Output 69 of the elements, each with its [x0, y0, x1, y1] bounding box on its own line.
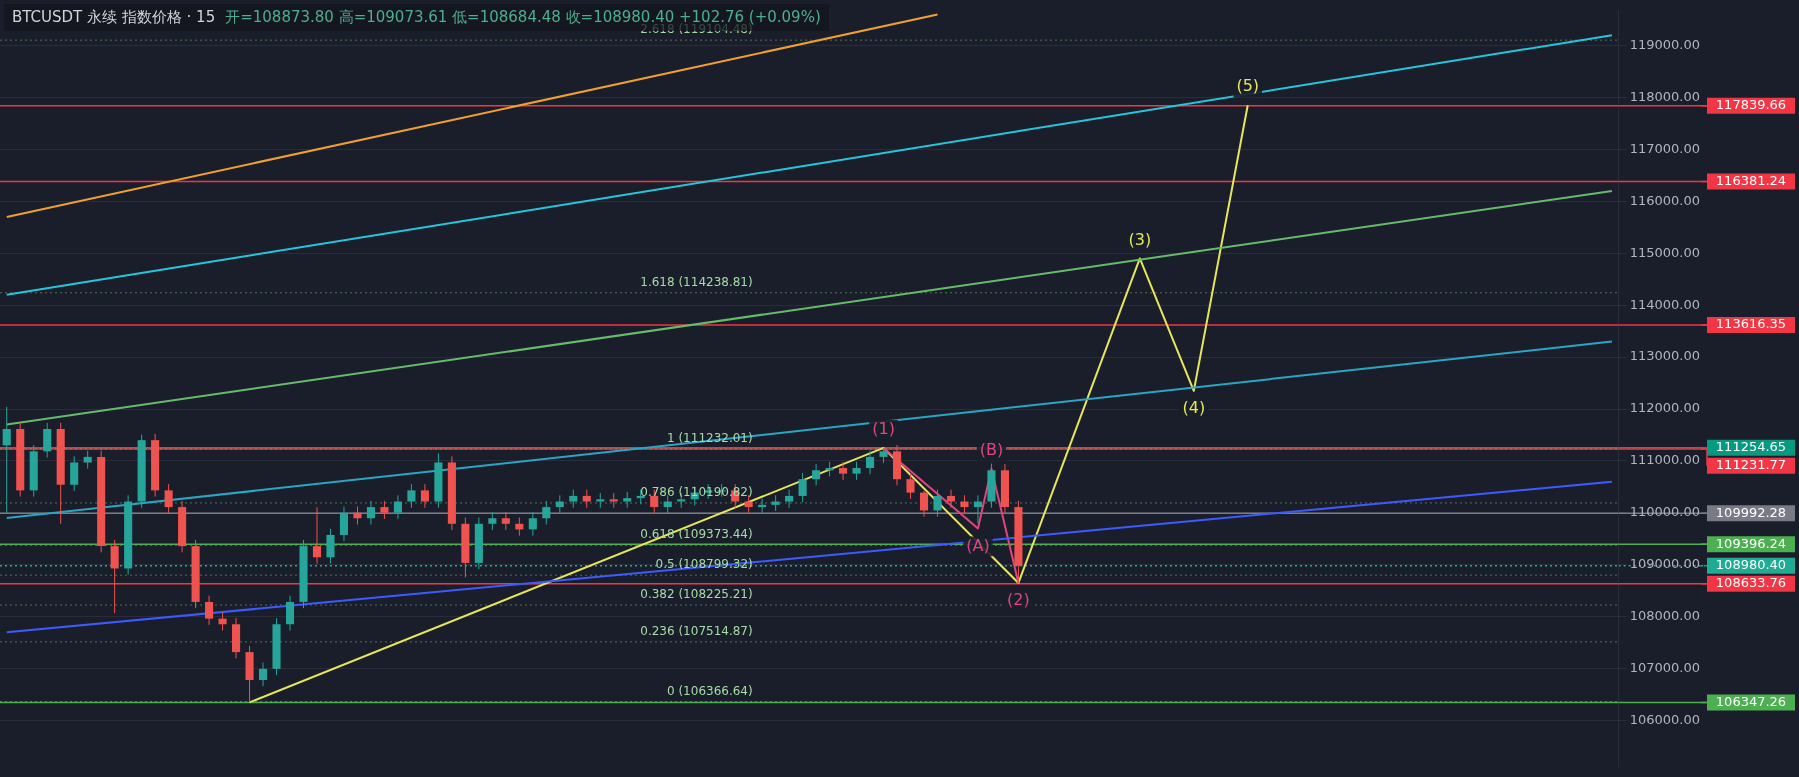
candlestick [70, 455, 79, 492]
ref-line-label: 109992.28 [1715, 504, 1787, 520]
y-tick-label: 119000.00 [1629, 36, 1701, 52]
y-tick-label: 108000.00 [1629, 608, 1701, 624]
candlestick [906, 472, 915, 500]
candlestick [312, 506, 322, 565]
candlestick [380, 500, 389, 520]
candlestick [205, 595, 214, 626]
candlestick [866, 450, 875, 475]
y-tick-label: 112000.00 [1629, 400, 1701, 416]
annotation: (1) [872, 419, 895, 439]
annotation: (A) [966, 535, 990, 555]
ref-line-label: 108980.40 [1715, 557, 1787, 573]
ref-line-label: 117839.66 [1715, 97, 1787, 113]
candlestick [946, 489, 956, 509]
candlestick [798, 472, 807, 503]
candlestick [812, 463, 821, 486]
annotation: (4) [1182, 397, 1206, 417]
annotation: (2) [1007, 590, 1030, 610]
ref-line-label: 113616.35 [1715, 316, 1787, 332]
candlestick [852, 461, 861, 481]
candlestick [393, 494, 402, 520]
candlestick [407, 483, 416, 509]
candlestick [960, 494, 969, 514]
ref-line-label: 1.618 (114238.81) [640, 274, 753, 289]
ref-line-label: 0.382 (108225.21) [640, 587, 753, 602]
candlestick [43, 422, 52, 459]
candlestick [785, 489, 794, 509]
y-tick-label: 116000.00 [1629, 192, 1701, 208]
chart-subtitle: 开=108873.80 高=109073.61 低=108684.48 收=108980.40 +102.76 (+0.09%) [225, 8, 821, 26]
candlestick [488, 511, 497, 531]
candlestick [569, 489, 578, 509]
ref-line-label: 0 (106366.64) [666, 683, 753, 698]
y-tick-label: 106000.00 [1629, 711, 1701, 727]
ref-line-label: 106347.26 [1715, 693, 1787, 709]
y-tick-label: 114000.00 [1629, 296, 1701, 312]
candlestick [582, 489, 591, 509]
candlestick [353, 505, 362, 525]
candlestick [164, 483, 173, 514]
candlestick [919, 490, 929, 518]
y-tick-label: 118000.00 [1629, 88, 1701, 104]
candlestick [420, 483, 429, 509]
y-tick-label: 107000.00 [1629, 659, 1701, 675]
y-tick-label: 117000.00 [1629, 140, 1701, 156]
candlestick [366, 500, 375, 525]
candlestick [839, 461, 848, 481]
y-tick-label: 109000.00 [1629, 556, 1701, 572]
y-tick-label: 113000.00 [1629, 348, 1701, 364]
candlestick [258, 662, 268, 687]
ref-line-label: 0.236 (107514.87) [640, 623, 753, 638]
ref-line-label: 108633.76 [1715, 575, 1787, 591]
ref-line-label: 116381.24 [1715, 172, 1787, 188]
candlestick [528, 511, 537, 537]
candlestick [339, 505, 349, 542]
y-tick-label: 111000.00 [1629, 452, 1701, 468]
chart-title: BTCUSDT 永续 指数价格 · 15 [12, 8, 216, 26]
candlestick [2, 406, 11, 514]
candlestick [933, 489, 942, 518]
candlestick [110, 539, 119, 614]
annotation: (B) [979, 439, 1004, 459]
ref-line-label: 111254.65 [1715, 439, 1787, 455]
annotation: (5) [1236, 76, 1260, 96]
legend-label: 111231.77 [1715, 457, 1787, 473]
annotation: (3) [1128, 229, 1152, 249]
candlestick [501, 511, 510, 531]
candlestick [285, 595, 295, 631]
candlestick [542, 500, 551, 525]
y-tick-label: 115000.00 [1629, 244, 1701, 260]
ref-line-label: 109396.24 [1715, 535, 1787, 551]
